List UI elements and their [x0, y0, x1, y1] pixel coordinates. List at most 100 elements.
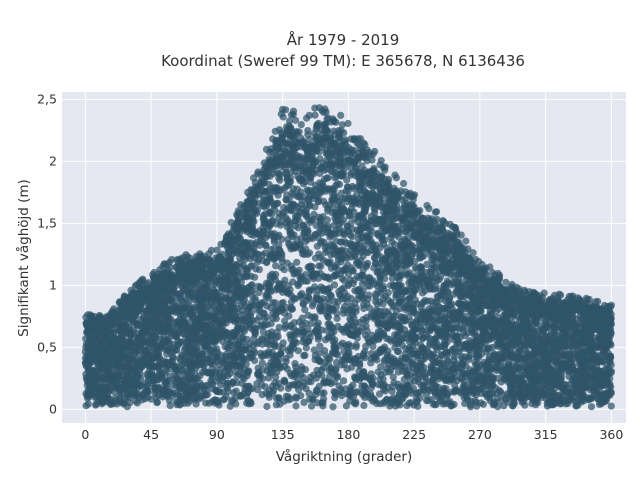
data-point: [379, 375, 387, 383]
data-point: [304, 337, 312, 345]
data-point: [401, 391, 410, 399]
data-point: [329, 350, 337, 358]
data-point: [272, 401, 280, 409]
data-point: [401, 235, 409, 244]
data-point: [360, 401, 368, 410]
data-point: [389, 373, 397, 381]
data-point: [153, 398, 161, 406]
data-point: [258, 381, 266, 389]
data-point: [407, 318, 415, 326]
data-point: [350, 184, 358, 192]
data-point: [82, 402, 90, 410]
data-point: [351, 299, 359, 307]
data-point: [277, 263, 285, 272]
data-point: [418, 326, 427, 334]
data-point: [302, 344, 310, 352]
data-point: [352, 400, 360, 408]
data-point: [250, 334, 258, 343]
data-point: [209, 303, 217, 311]
data-point: [307, 173, 315, 181]
data-point: [472, 361, 480, 369]
data-point: [316, 342, 324, 350]
data-point: [364, 282, 372, 290]
data-point: [341, 303, 349, 311]
data-point: [290, 191, 298, 199]
data-point: [333, 314, 341, 322]
data-point: [508, 368, 516, 376]
data-point: [373, 230, 381, 238]
data-point: [607, 402, 615, 410]
data-point: [420, 355, 429, 363]
data-point: [283, 365, 291, 373]
data-point: [400, 375, 408, 384]
data-point: [433, 276, 441, 284]
data-point: [254, 386, 262, 394]
data-point: [587, 403, 596, 411]
data-point: [390, 379, 398, 387]
data-point: [500, 402, 508, 410]
data-point: [293, 185, 301, 193]
data-point: [330, 194, 338, 202]
data-point: [388, 275, 396, 283]
data-point: [321, 336, 330, 344]
data-point: [418, 335, 427, 343]
data-point: [423, 397, 431, 405]
data-point: [344, 282, 352, 290]
data-point: [308, 402, 316, 410]
data-point: [300, 352, 308, 360]
data-point: [451, 381, 459, 389]
data-point: [342, 402, 350, 410]
data-point: [113, 400, 121, 408]
data-point: [274, 333, 282, 341]
data-point: [280, 397, 288, 405]
chart-title-line-2: Koordinat (Sweref 99 TM): E 365678, N 61…: [161, 52, 525, 70]
data-point: [417, 264, 426, 272]
data-point: [344, 292, 352, 300]
data-point: [330, 378, 338, 386]
data-point: [307, 319, 315, 328]
data-point: [265, 393, 273, 401]
data-point: [329, 403, 337, 411]
data-point: [300, 398, 308, 406]
data-point: [388, 238, 396, 246]
data-point: [316, 349, 324, 357]
data-point: [302, 237, 310, 246]
data-point: [330, 297, 339, 305]
data-point: [374, 381, 383, 389]
data-point: [263, 402, 271, 411]
data-point: [405, 272, 413, 280]
data-point: [251, 273, 259, 281]
data-point: [217, 381, 225, 389]
data-point: [490, 400, 498, 409]
data-point: [293, 258, 301, 266]
data-point: [284, 393, 292, 401]
data-point: [260, 315, 268, 323]
data-point: [320, 389, 328, 397]
data-point: [259, 309, 267, 317]
data-points: [81, 104, 616, 411]
data-point: [276, 176, 284, 184]
data-point: [275, 323, 283, 331]
data-point: [333, 173, 341, 181]
data-point: [347, 253, 355, 261]
data-point: [493, 389, 501, 397]
data-point: [258, 391, 266, 399]
data-point: [347, 169, 355, 177]
data-point: [350, 322, 358, 330]
data-point: [287, 332, 295, 340]
data-point: [472, 398, 480, 406]
data-point: [374, 368, 382, 376]
data-point: [320, 197, 328, 205]
data-point: [319, 399, 327, 407]
data-point: [443, 356, 451, 364]
data-point: [311, 254, 320, 262]
data-point: [278, 258, 286, 266]
data-point: [271, 299, 279, 307]
data-point: [411, 257, 419, 266]
data-point: [196, 372, 204, 380]
data-point: [264, 362, 272, 370]
data-point: [301, 306, 309, 314]
data-point: [258, 359, 266, 367]
